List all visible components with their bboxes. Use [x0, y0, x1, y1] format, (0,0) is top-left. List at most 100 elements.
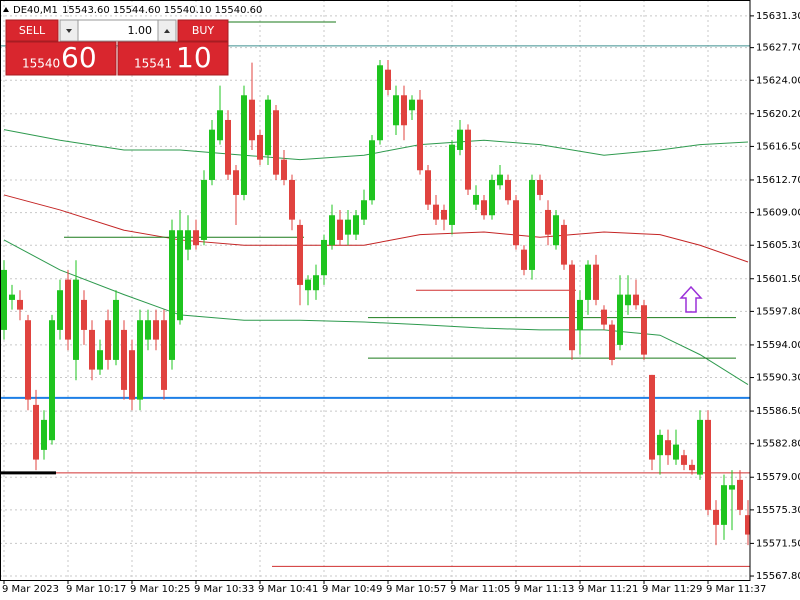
x-tick-label: 9 Mar 10:25 — [130, 584, 190, 595]
candle-body — [721, 485, 727, 525]
y-tick-label: 15609.00 — [756, 208, 800, 219]
sell-label: SELL — [19, 24, 46, 37]
x-tick-label: 9 Mar 11:13 — [514, 584, 574, 595]
candle-body — [297, 224, 303, 285]
axes: 15631.30 15627.70 15624.00 15620.20 15616.50… — [2, 11, 800, 595]
candle-body — [121, 329, 127, 390]
buy-price-head: 15541 — [134, 57, 172, 71]
y-tick-label: 15571.50 — [756, 538, 800, 549]
candle-body — [505, 179, 511, 201]
ohlc-text: 15543.60 15544.60 15540.10 15540.60 — [62, 5, 262, 16]
candle-body — [673, 444, 679, 460]
candle-body — [521, 249, 527, 270]
candle-body — [201, 179, 207, 240]
symbol-icon — [3, 7, 9, 12]
y-tick-label: 15605.30 — [756, 240, 800, 251]
y-tick-label: 15616.50 — [756, 141, 800, 152]
candle-body — [457, 129, 463, 150]
candle-body — [489, 179, 495, 216]
x-tick-label: 9 Mar 2023 — [2, 584, 59, 595]
candle-body — [473, 194, 479, 205]
arrow-up — [679, 285, 703, 313]
candle-body — [441, 209, 447, 220]
candle-body — [321, 239, 327, 276]
candle-body — [329, 215, 335, 246]
candle-body — [737, 479, 743, 510]
sell-price-box[interactable] — [5, 41, 117, 76]
candle-body — [305, 279, 311, 291]
candle-body — [417, 99, 423, 171]
candle-body — [97, 350, 103, 370]
candle-body — [641, 305, 647, 355]
candle-body — [425, 170, 431, 205]
y-tick-label: 15601.50 — [756, 274, 800, 285]
candle-body — [385, 69, 391, 90]
x-tick-label: 9 Mar 11:37 — [706, 584, 766, 595]
candle-body — [409, 99, 415, 111]
candle-body — [281, 159, 287, 180]
candle-body — [337, 219, 343, 240]
candle-body — [569, 264, 575, 351]
candle-body — [529, 179, 535, 270]
candle-body — [449, 144, 455, 225]
candle-body — [705, 419, 711, 510]
candle-body — [513, 200, 519, 246]
candle-body — [481, 200, 487, 216]
x-tick-label: 9 Mar 10:41 — [258, 584, 318, 595]
y-tick-label: 15586.50 — [756, 406, 800, 417]
candle-body — [361, 200, 367, 220]
candle-body — [665, 440, 671, 456]
x-tick-label: 9 Mar 10:49 — [322, 584, 382, 595]
buy-label: BUY — [192, 24, 215, 37]
y-tick-label: 15590.30 — [756, 373, 800, 384]
candle-body — [401, 95, 407, 126]
candle-body — [433, 204, 439, 220]
candle-body — [113, 299, 119, 360]
candle-body — [225, 119, 231, 175]
candle-body — [177, 230, 183, 321]
candle-body — [273, 110, 279, 175]
candle-body — [265, 99, 271, 156]
x-tick-label: 9 Mar 11:21 — [578, 584, 638, 595]
up-icon — [164, 29, 170, 33]
candle-body — [609, 324, 615, 360]
candle-body — [81, 299, 87, 330]
buy-price-tail: 10 — [176, 41, 212, 74]
buy-price-box[interactable] — [117, 41, 229, 76]
candle-body — [713, 509, 719, 525]
candle-body — [545, 209, 551, 235]
candle-body — [137, 320, 143, 400]
x-tick-label: 9 Mar 11:05 — [450, 584, 510, 595]
candle-body — [233, 170, 239, 195]
candle-body — [561, 224, 567, 265]
candle-body — [497, 174, 503, 186]
x-tick-label: 9 Mar 10:33 — [194, 584, 254, 595]
y-tick-label: 15575.30 — [756, 505, 800, 516]
candle-body — [689, 464, 695, 471]
candle-body — [169, 230, 175, 360]
candle-body — [257, 134, 263, 160]
x-tick-label: 9 Mar 10:57 — [386, 584, 446, 595]
trade-panel: SELL 1.00 BUY 15540 60 15541 10 — [5, 19, 229, 76]
candle-body — [593, 264, 599, 300]
candle-body — [289, 179, 295, 220]
candle-body — [249, 99, 255, 141]
candle-body — [553, 215, 559, 246]
candle-body — [1, 269, 7, 330]
buy-button[interactable] — [177, 19, 229, 42]
candle-body — [465, 129, 471, 190]
indicator-line — [3, 239, 749, 386]
down-icon — [66, 29, 72, 33]
candle-body — [25, 320, 31, 400]
plot — [0, 21, 750, 567]
x-tick-label: 9 Mar 10:17 — [66, 584, 126, 595]
sell-button[interactable] — [5, 19, 59, 42]
y-tick-label: 15620.20 — [756, 109, 800, 120]
y-tick-label: 15624.00 — [756, 75, 800, 86]
candle-body — [657, 434, 663, 456]
candle-body — [745, 515, 750, 535]
y-tick-label: 15579.00 — [756, 472, 800, 483]
candle-body — [185, 230, 191, 250]
